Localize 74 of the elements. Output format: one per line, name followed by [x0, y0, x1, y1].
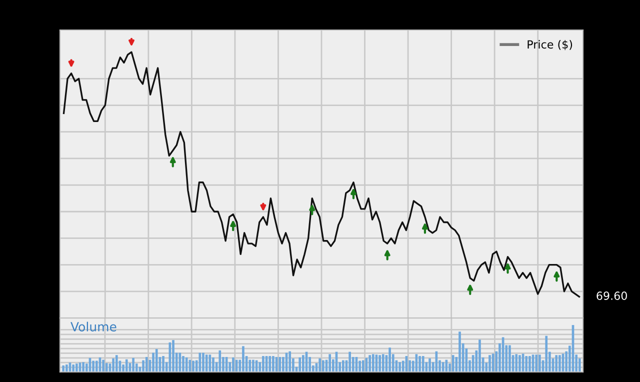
bar	[278, 356, 282, 372]
bar	[145, 356, 148, 372]
bar	[282, 356, 284, 372]
bar	[328, 354, 331, 372]
bar	[262, 356, 264, 372]
bar	[208, 354, 212, 372]
bar	[62, 365, 64, 372]
bar	[218, 350, 222, 372]
bar	[358, 360, 361, 372]
bar	[318, 358, 321, 372]
bar	[102, 360, 104, 372]
bar	[368, 355, 371, 372]
bar	[202, 352, 204, 372]
bar	[182, 356, 184, 372]
bar	[535, 354, 538, 372]
text: 69.60	[596, 292, 627, 300]
bar	[242, 346, 244, 372]
bar	[525, 356, 528, 372]
bar	[162, 356, 164, 372]
bar	[172, 340, 174, 372]
bar	[388, 348, 391, 372]
bar	[398, 362, 401, 372]
bar	[322, 360, 324, 372]
bar	[115, 355, 118, 372]
bar	[65, 364, 68, 372]
bar	[268, 356, 272, 372]
bar	[508, 345, 511, 372]
bar	[272, 356, 274, 372]
bar	[288, 351, 292, 372]
bar	[442, 362, 444, 372]
bar	[132, 358, 134, 372]
bar	[478, 340, 481, 372]
bar	[342, 360, 344, 372]
bar	[155, 348, 158, 372]
bar	[252, 360, 254, 372]
bar	[185, 357, 188, 372]
text: Price ($)	[528, 40, 572, 50]
bar	[82, 362, 84, 372]
bar	[152, 352, 154, 372]
bar	[112, 358, 114, 372]
bar	[142, 360, 144, 372]
bar	[558, 355, 561, 372]
bar	[192, 360, 194, 372]
bar	[248, 360, 252, 372]
bar	[382, 354, 384, 372]
bar	[125, 359, 128, 372]
bar	[95, 360, 98, 372]
bar	[72, 364, 74, 372]
bar	[105, 363, 108, 372]
bar	[408, 360, 411, 372]
bar	[422, 356, 424, 372]
bar	[302, 355, 304, 372]
bar	[212, 357, 214, 372]
bar	[528, 356, 531, 372]
bar	[578, 358, 581, 372]
bar	[232, 357, 234, 372]
bar	[555, 355, 558, 372]
bar	[75, 364, 78, 372]
bar	[428, 358, 431, 372]
bar	[515, 354, 518, 372]
bar	[378, 355, 381, 372]
bar	[538, 354, 541, 372]
bar	[545, 336, 548, 372]
bar	[488, 355, 491, 372]
bar	[362, 360, 364, 372]
bar	[298, 357, 302, 372]
bar	[458, 332, 461, 372]
bar	[348, 352, 351, 372]
bar	[518, 355, 521, 372]
chart-title: Volume	[70, 322, 116, 332]
bar	[418, 356, 421, 372]
bar	[92, 360, 94, 372]
bar	[372, 354, 374, 372]
bar	[198, 352, 202, 372]
